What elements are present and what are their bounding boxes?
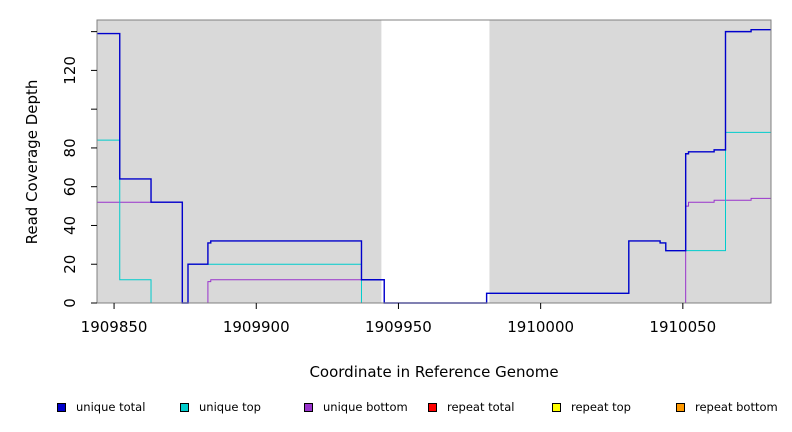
legend-label: unique bottom <box>323 400 408 414</box>
legend-label: repeat bottom <box>695 400 778 414</box>
y-axis: 0 20 40 60 80 120 <box>61 31 97 308</box>
y-tick-label: 80 <box>61 138 79 157</box>
legend-swatch <box>676 402 685 412</box>
y-axis-title: Read Coverage Depth <box>23 80 41 245</box>
legend-swatch <box>57 402 66 412</box>
x-tick-label: 1909950 <box>365 318 432 336</box>
y-tick-label: 20 <box>61 255 79 274</box>
x-axis-title: Coordinate in Reference Genome <box>309 363 558 381</box>
x-axis: 1909850 1909900 1909950 1910000 1910050 <box>81 303 716 336</box>
legend-swatch <box>428 402 437 412</box>
legend-item: unique total <box>57 400 145 414</box>
legend-label: unique top <box>199 400 261 414</box>
legend-item: unique top <box>180 400 261 414</box>
legend-label: repeat total <box>447 400 515 414</box>
x-tick-label: 1909900 <box>223 318 290 336</box>
legend-swatch <box>180 402 189 412</box>
legend-item: unique bottom <box>304 400 408 414</box>
shaded-region-2 <box>489 20 771 303</box>
series-line-unique-total <box>97 28 771 304</box>
plot-frame <box>96 19 772 304</box>
y-tick-label: 120 <box>61 56 79 85</box>
legend-label: unique total <box>76 400 146 414</box>
x-tick-label: 1909850 <box>81 318 148 336</box>
y-tick-label: 40 <box>61 216 79 235</box>
legend-item: repeat total <box>428 400 514 414</box>
x-tick-label: 1910000 <box>507 318 574 336</box>
legend-item: repeat bottom <box>676 400 778 414</box>
legend-item: repeat top <box>552 400 631 414</box>
shaded-region-1 <box>97 20 382 303</box>
legend: unique total unique top unique bottom repea… <box>0 400 792 420</box>
y-tick-label: 0 <box>61 298 79 308</box>
legend-label: repeat top <box>571 400 631 414</box>
legend-swatch <box>304 402 313 412</box>
y-tick-label: 60 <box>61 177 79 196</box>
legend-swatch <box>552 402 561 412</box>
x-tick-label: 1910050 <box>649 318 716 336</box>
shaded-regions <box>97 20 771 303</box>
coverage-chart: 1909850 1909900 1909950 1910000 1910050 0 20 4… <box>23 19 772 381</box>
